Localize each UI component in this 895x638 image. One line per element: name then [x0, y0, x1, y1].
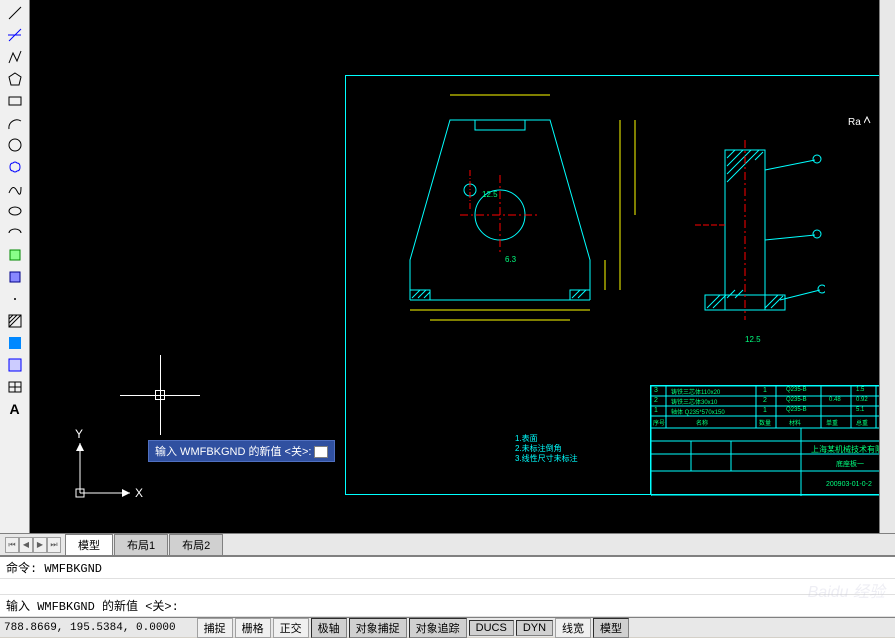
tool-text[interactable]: A: [3, 399, 27, 419]
coordinates-display: 788.8669, 195.5384, 0.0000: [4, 622, 176, 634]
tool-line[interactable]: [3, 3, 27, 23]
tab-model[interactable]: 模型: [65, 534, 113, 556]
tool-ellipse[interactable]: [3, 201, 27, 221]
tool-polygon[interactable]: [3, 69, 27, 89]
status-ducs[interactable]: DUCS: [469, 620, 514, 636]
note-3: 3.线性尺寸未标注: [515, 453, 578, 464]
svg-text:Y: Y: [75, 427, 83, 441]
tab-next[interactable]: ▶: [33, 537, 47, 553]
command-history: 命令: WMFBKGND: [0, 557, 895, 579]
title-block: 3 2 1 铸铁三芯体110x20 铸铁三芯体30x10 轴体 Q235*570…: [650, 385, 895, 495]
tab-first[interactable]: ⏮: [5, 537, 19, 553]
status-snap[interactable]: 捕捉: [197, 618, 233, 638]
tool-spline[interactable]: [3, 179, 27, 199]
tab-layout2[interactable]: 布局2: [169, 534, 223, 556]
tool-polyline[interactable]: [3, 47, 27, 67]
status-ortho[interactable]: 正交: [273, 618, 309, 638]
status-grid[interactable]: 栅格: [235, 618, 271, 638]
tool-ellipse-arc[interactable]: [3, 223, 27, 243]
ucs-icon: X Y: [70, 423, 150, 503]
tool-gradient[interactable]: [3, 333, 27, 353]
status-lwt[interactable]: 线宽: [555, 618, 591, 638]
svg-text:X: X: [135, 486, 143, 500]
layout-tabs: ⏮ ◀ ▶ ⏭ 模型 布局1 布局2: [0, 533, 895, 555]
command-prompt[interactable]: 输入 WMFBKGND 的新值 <关>:: [0, 595, 895, 617]
tool-rectangle[interactable]: [3, 91, 27, 111]
cursor-pickbox: [155, 390, 165, 400]
tool-table[interactable]: [3, 377, 27, 397]
command-tooltip: 输入 WMFBKGND 的新值 <关>:: [148, 440, 335, 462]
status-polar[interactable]: 极轴: [311, 618, 347, 638]
drawing-canvas[interactable]: 12.5 6.3 12.5 Ra 1.表面 2.未标注倒角 3.线性尺寸未标注: [30, 0, 895, 533]
tool-circle[interactable]: [3, 135, 27, 155]
tool-point[interactable]: [3, 289, 27, 309]
tool-arc[interactable]: [3, 113, 27, 133]
ra-symbol: Ra: [848, 115, 876, 128]
tab-prev[interactable]: ◀: [19, 537, 33, 553]
side-view: [695, 140, 825, 360]
command-history-blank: [0, 579, 895, 595]
dim-12-5b: 12.5: [745, 335, 761, 344]
status-model[interactable]: 模型: [593, 618, 629, 638]
tab-layout1[interactable]: 布局1: [114, 534, 168, 556]
dim-6-3: 6.3: [505, 255, 516, 264]
tab-last[interactable]: ⏭: [47, 537, 61, 553]
tool-insert[interactable]: [3, 245, 27, 265]
status-osnap[interactable]: 对象捕捉: [349, 618, 407, 638]
command-window[interactable]: 命令: WMFBKGND 输入 WMFBKGND 的新值 <关>:: [0, 555, 895, 617]
dim-12-5: 12.5: [482, 190, 498, 199]
tool-revcloud[interactable]: [3, 157, 27, 177]
dimensions: [380, 85, 680, 365]
scrollbar-vertical[interactable]: [879, 0, 895, 533]
tool-region[interactable]: [3, 355, 27, 375]
status-dyn[interactable]: DYN: [516, 620, 553, 636]
tool-hatch[interactable]: [3, 311, 27, 331]
tool-block[interactable]: [3, 267, 27, 287]
status-bar: 788.8669, 195.5384, 0.0000 捕捉 栅格 正交 极轴 对…: [0, 617, 895, 637]
tool-ray[interactable]: [3, 25, 27, 45]
tool-palette: A: [0, 0, 30, 533]
status-otrack[interactable]: 对象追踪: [409, 618, 467, 638]
